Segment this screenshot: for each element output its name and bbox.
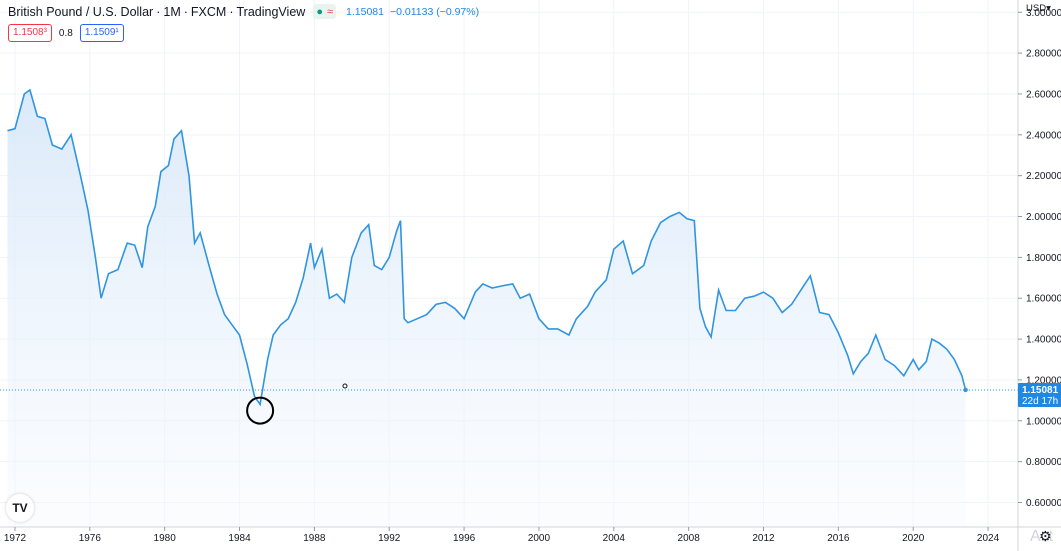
currency-selector[interactable]: USD▾ bbox=[1026, 3, 1051, 14]
sep: · bbox=[156, 4, 161, 19]
buy-button[interactable]: 1.1509¹ bbox=[79, 24, 124, 42]
price-badge-countdown: 22d 17h bbox=[1022, 396, 1058, 407]
y-tick-label: 1.000000 bbox=[1026, 416, 1061, 427]
y-tick-label: 2.000000 bbox=[1026, 212, 1061, 223]
gear-icon[interactable]: ⚙ bbox=[1039, 528, 1052, 544]
quote-row: 1.1508³ 0.8 1.1509¹ bbox=[8, 24, 124, 42]
price-badge-value: 1.15081 bbox=[1022, 385, 1059, 396]
x-tick-label: 2004 bbox=[603, 533, 626, 544]
x-tick-label: 1988 bbox=[303, 533, 326, 544]
price-area-fill bbox=[7, 89, 966, 528]
price-change-value: −0.01133 (−0.97%) bbox=[389, 5, 480, 18]
low-point-marker bbox=[246, 396, 275, 425]
x-tick-label: 2024 bbox=[977, 533, 1000, 544]
status-dot-icon: ● bbox=[316, 5, 323, 18]
symbol-name[interactable]: British Pound / U.S. Dollar bbox=[8, 4, 154, 19]
time-axis[interactable]: 1972 1976 1980 1984 1988 1992 1996 2000 2004 2008… bbox=[0, 526, 1061, 544]
chart-legend: British Pound / U.S. Dollar · 1M · FXCM … bbox=[8, 4, 479, 19]
exchange-label: FXCM bbox=[190, 4, 227, 19]
x-tick-label: 1984 bbox=[228, 533, 251, 544]
x-tick-label: 2012 bbox=[752, 533, 775, 544]
last-price-dot bbox=[963, 387, 968, 393]
crosshair-cursor bbox=[342, 383, 348, 389]
y-tick-label: 2.200000 bbox=[1026, 171, 1061, 182]
y-tick-label: 3.000000 bbox=[1026, 8, 1061, 19]
source-label: TradingView bbox=[236, 4, 306, 19]
price-badge-bg bbox=[1018, 382, 1061, 407]
price-line[interactable] bbox=[7, 88, 967, 407]
x-tick-label: 1996 bbox=[453, 533, 476, 544]
x-tick-label: 1992 bbox=[378, 533, 401, 544]
y-tick-label: 1.200000 bbox=[1026, 375, 1061, 386]
x-tick-label: 1976 bbox=[79, 533, 102, 544]
x-tick-label: 1980 bbox=[154, 533, 177, 544]
wave-icon: ≈ bbox=[326, 5, 334, 18]
sell-button[interactable]: 1.1508³ bbox=[8, 24, 52, 42]
y-tick-label: 2.400000 bbox=[1026, 130, 1061, 141]
sep: · bbox=[183, 4, 188, 19]
currency-label: USD bbox=[1026, 3, 1047, 14]
interval-label[interactable]: 1M bbox=[163, 4, 181, 19]
chevron-down-icon: ▾ bbox=[1046, 3, 1051, 14]
y-tick-label: 0.800000 bbox=[1026, 457, 1061, 468]
y-tick-label: 2.800000 bbox=[1026, 49, 1061, 60]
tradingview-logo-icon[interactable]: TV bbox=[6, 494, 34, 522]
activation-watermark: Act bbox=[1030, 528, 1054, 545]
x-tick-label: 2020 bbox=[902, 533, 925, 544]
sep: · bbox=[229, 4, 234, 19]
y-tick-label: 1.400000 bbox=[1026, 335, 1061, 346]
x-tick-label: 1972 bbox=[4, 533, 27, 544]
spread-value: 0.8 bbox=[58, 27, 73, 39]
y-tick-label: 1.800000 bbox=[1026, 253, 1061, 264]
last-price-value: 1.15081 bbox=[346, 5, 384, 18]
x-tick-label: 2016 bbox=[827, 533, 850, 544]
x-tick-label: 2008 bbox=[678, 533, 701, 544]
market-status[interactable]: ● ≈ bbox=[313, 4, 337, 19]
x-tick-label: 2000 bbox=[528, 533, 551, 544]
